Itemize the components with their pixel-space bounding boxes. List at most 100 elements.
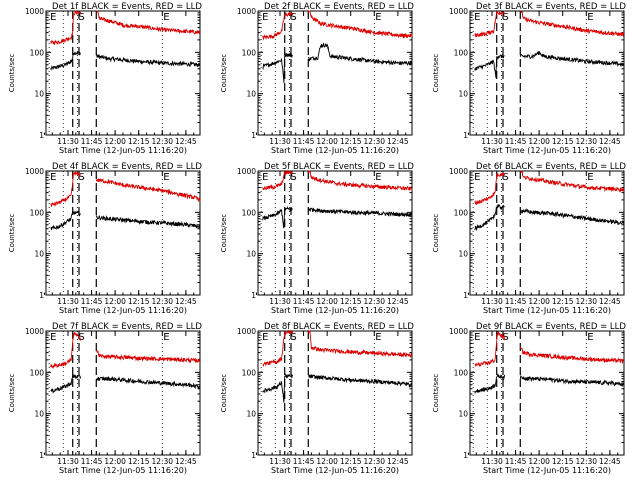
- plot-frame: [45, 330, 201, 456]
- y-axis-label: Counts/sec: [220, 54, 228, 93]
- y-tick-label: 1000: [25, 167, 44, 176]
- marker-label: S: [78, 332, 84, 343]
- panel-det-3: Det 3f BLACK = Events, RED = LLD 1 10 100 10…: [432, 2, 626, 155]
- x-axis-label: Start Time (12-Jun-05 11:16:20): [483, 306, 611, 315]
- x-tick-label: 12:00: [528, 137, 550, 146]
- panel-title: Det 3f BLACK = Events, RED = LLD: [476, 2, 626, 12]
- y-tick-label: 1000: [237, 327, 256, 336]
- series-events-line: [262, 42, 413, 83]
- series-events-line: [474, 203, 625, 232]
- y-tick-label: 10: [34, 250, 44, 259]
- marker-label: E: [262, 332, 268, 343]
- x-tick-label: 12:00: [104, 137, 126, 146]
- marker-label: E: [587, 332, 593, 343]
- y-axis-label: Counts/sec: [432, 374, 440, 413]
- plot-frame: [257, 10, 413, 136]
- panel-det-4: Det 4f BLACK = Events, RED = LLD 1 10 100 10…: [8, 162, 202, 315]
- x-tick-label: 12:45: [599, 457, 621, 466]
- marker-label: E: [587, 172, 593, 183]
- series-lld-line: [50, 9, 201, 46]
- marker-label: E: [163, 12, 169, 23]
- y-tick-label: 10: [34, 90, 44, 99]
- x-axis-label: Start Time (12-Jun-05 11:16:20): [59, 466, 187, 475]
- y-tick-label: 1000: [237, 167, 256, 176]
- x-tick-label: 11:30: [481, 457, 503, 466]
- x-tick-label: 12:00: [316, 297, 338, 306]
- y-tick-label: 100: [454, 48, 469, 57]
- y-tick-label: 100: [242, 208, 257, 217]
- x-tick-label: 11:45: [505, 297, 527, 306]
- series-events-line: [474, 373, 625, 395]
- x-tick-label: 12:45: [599, 297, 621, 306]
- x-axis-label: Start Time (12-Jun-05 11:16:20): [59, 146, 187, 155]
- y-tick-label: 100: [454, 368, 469, 377]
- y-axis-label: Counts/sec: [8, 214, 16, 253]
- y-tick-label: 1000: [237, 7, 256, 16]
- marker-label: E: [50, 12, 56, 23]
- series-events-line: [50, 210, 201, 231]
- panel-title: Det 1f BLACK = Events, RED = LLD: [52, 2, 202, 12]
- y-tick-label: 10: [246, 90, 256, 99]
- x-tick-label: 12:15: [340, 457, 362, 466]
- x-tick-label: 12:30: [575, 457, 597, 466]
- marker-label: S: [502, 12, 508, 23]
- x-tick-label: 12:00: [316, 457, 338, 466]
- y-tick-label: 1000: [449, 7, 468, 16]
- x-tick-label: 12:00: [104, 457, 126, 466]
- x-axis-label: Start Time (12-Jun-05 11:16:20): [271, 306, 399, 315]
- panel-title: Det 8f BLACK = Events, RED = LLD: [264, 322, 414, 332]
- y-tick-label: 1000: [449, 167, 468, 176]
- y-tick-label: 10: [458, 410, 468, 419]
- y-tick-label: 1: [39, 451, 44, 460]
- x-tick-label: 12:45: [175, 457, 197, 466]
- plot-frame: [257, 170, 413, 296]
- x-tick-label: 11:45: [505, 457, 527, 466]
- panel-det-6: Det 6f BLACK = Events, RED = LLD 1 10 100 10…: [432, 162, 626, 315]
- y-tick-label: 100: [242, 368, 257, 377]
- panel-title: Det 2f BLACK = Events, RED = LLD: [264, 2, 414, 12]
- x-tick-label: 12:15: [340, 297, 362, 306]
- plot-frame: [469, 330, 625, 456]
- panel-det-7: Det 7f BLACK = Events, RED = LLD 1 10 100 10…: [8, 322, 202, 475]
- x-tick-label: 11:45: [81, 457, 103, 466]
- x-tick-label: 11:30: [57, 297, 79, 306]
- y-tick-label: 10: [246, 410, 256, 419]
- y-tick-label: 1: [463, 451, 468, 460]
- x-tick-label: 11:45: [81, 137, 103, 146]
- x-tick-label: 12:15: [128, 297, 150, 306]
- x-tick-label: 12:15: [552, 297, 574, 306]
- x-tick-label: 12:45: [175, 137, 197, 146]
- y-axis-label: Counts/sec: [8, 374, 16, 413]
- x-tick-label: 11:30: [481, 297, 503, 306]
- panel-det-1: Det 1f BLACK = Events, RED = LLD 1 10 100 10…: [8, 2, 202, 155]
- x-tick-label: 12:15: [340, 137, 362, 146]
- marker-label: S: [78, 12, 84, 23]
- x-tick-label: 12:30: [151, 457, 173, 466]
- x-tick-label: 12:00: [528, 297, 550, 306]
- y-tick-label: 1: [251, 451, 256, 460]
- y-axis-label: Counts/sec: [432, 54, 440, 93]
- x-tick-label: 12:00: [528, 457, 550, 466]
- series-lld-line: [262, 329, 413, 368]
- series-lld-line: [262, 169, 413, 192]
- series-lld-line: [262, 10, 413, 41]
- plot-frame: [469, 10, 625, 136]
- y-tick-label: 100: [30, 368, 45, 377]
- series-events-line: [262, 206, 413, 229]
- series-lld-line: [50, 332, 201, 370]
- y-tick-label: 1: [251, 131, 256, 140]
- y-tick-label: 10: [458, 90, 468, 99]
- x-tick-label: 11:30: [269, 457, 291, 466]
- series-lld-line: [474, 10, 625, 38]
- panel-title: Det 6f BLACK = Events, RED = LLD: [476, 162, 626, 172]
- panel-det-8: Det 8f BLACK = Events, RED = LLD 1 10 100 10…: [220, 322, 414, 475]
- marker-label: E: [262, 12, 268, 23]
- x-tick-label: 12:30: [151, 297, 173, 306]
- y-tick-label: 1: [39, 291, 44, 300]
- marker-label: S: [78, 172, 84, 183]
- y-tick-label: 1: [39, 131, 44, 140]
- y-tick-label: 1: [463, 291, 468, 300]
- y-tick-label: 1: [251, 291, 256, 300]
- y-axis-label: Counts/sec: [432, 214, 440, 253]
